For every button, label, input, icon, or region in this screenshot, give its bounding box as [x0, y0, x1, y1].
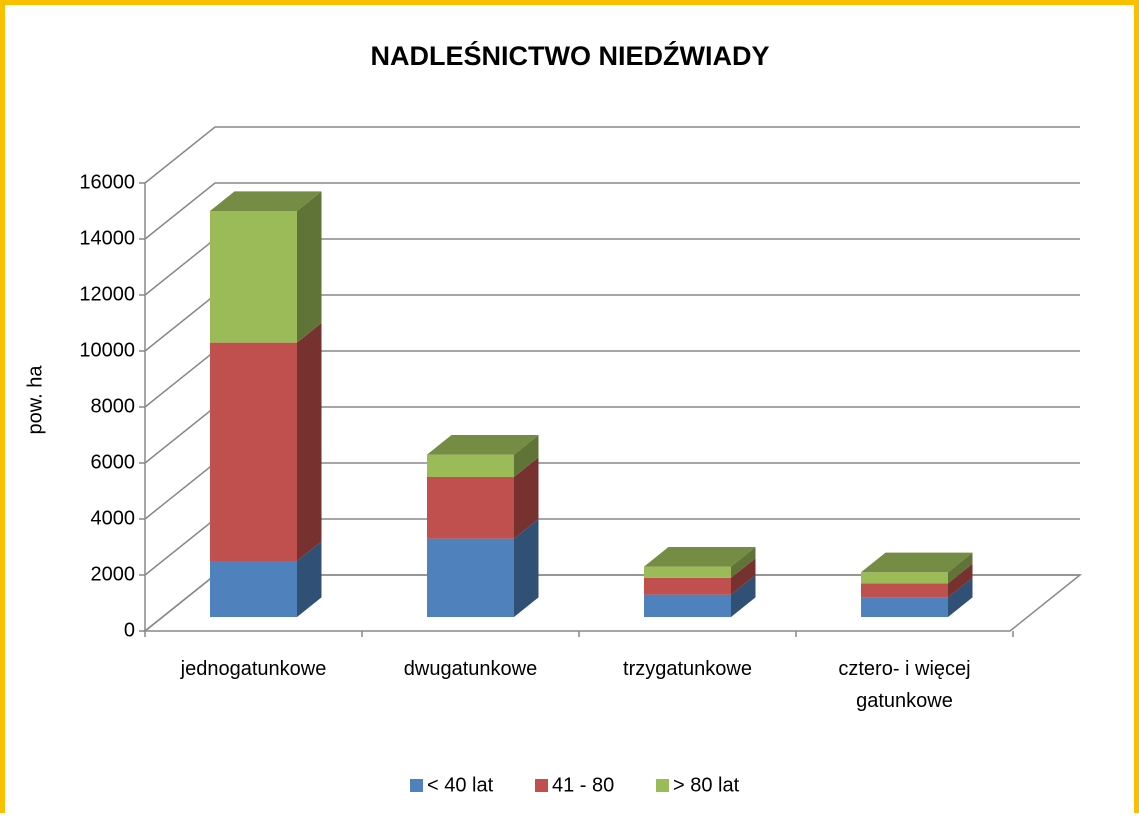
- bar: [210, 342, 297, 561]
- y-tick-label: 2000: [91, 563, 136, 585]
- bar-top: [644, 547, 756, 567]
- bar: [210, 211, 297, 343]
- y-tick-label: 8000: [91, 395, 136, 417]
- bar-side: [731, 547, 756, 578]
- y-axis-label: pow. ha: [24, 365, 46, 435]
- bar: [427, 477, 514, 539]
- x-tick-label: jednogatunkowe: [180, 658, 327, 680]
- bar: [644, 594, 731, 617]
- y-tick-label: 10000: [79, 339, 135, 361]
- y-tick-label: 4000: [91, 507, 136, 529]
- bar-side: [514, 457, 539, 539]
- bar-side: [297, 541, 322, 617]
- x-tick-label: trzygatunkowe: [623, 658, 752, 680]
- grid-line: [144, 126, 1080, 184]
- bar-top: [427, 435, 539, 455]
- bar-side: [514, 435, 539, 477]
- y-tick-label: 16000: [79, 171, 135, 193]
- bar-side: [948, 552, 973, 584]
- bar-side: [297, 323, 322, 561]
- bar-top: [210, 191, 322, 211]
- y-tick-label: 14000: [79, 227, 135, 249]
- legend-swatch: [410, 779, 423, 792]
- bar: [427, 538, 514, 617]
- bar: [861, 597, 948, 617]
- bar-side: [948, 563, 973, 598]
- bar: [427, 454, 514, 477]
- bar: [210, 561, 297, 617]
- bar-side: [514, 519, 539, 617]
- bar-side: [731, 575, 756, 617]
- bar-top: [861, 552, 973, 573]
- x-tick-label: dwugatunkowe: [403, 658, 538, 680]
- bar-side: [948, 577, 973, 617]
- grid-line: [144, 182, 1080, 240]
- chart-title: NADLEŚNICTWO NIEDŹWIADY: [371, 40, 770, 71]
- bar-side: [731, 558, 756, 595]
- y-tick-label: 6000: [91, 451, 136, 473]
- legend-swatch: [535, 779, 548, 792]
- legend-label: > 80 lat: [673, 774, 740, 796]
- bar: [861, 583, 948, 598]
- legend-swatch: [656, 779, 669, 792]
- bar: [861, 572, 948, 584]
- y-tick-label: 12000: [79, 283, 135, 305]
- bar-side: [297, 191, 322, 343]
- x-tick-label: cztero- i więcej gatunkowe: [838, 658, 971, 712]
- legend-label: 41 - 80: [552, 774, 614, 796]
- bar: [644, 566, 731, 578]
- y-tick-label: 0: [124, 619, 135, 641]
- bar: [644, 577, 731, 595]
- legend-label: < 40 lat: [427, 774, 494, 796]
